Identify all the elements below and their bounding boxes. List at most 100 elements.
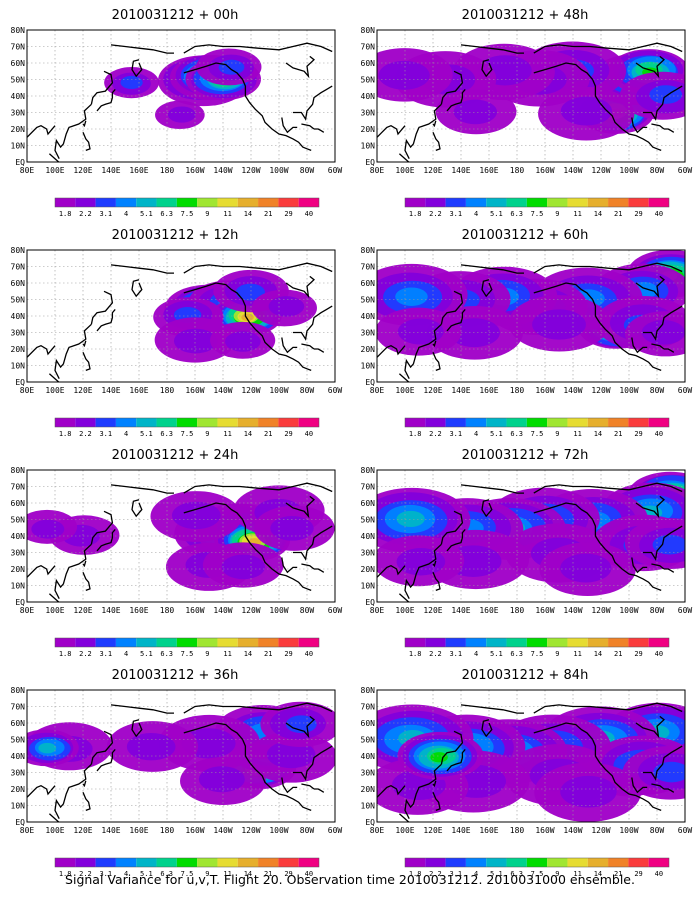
lat-tick-label: 40N bbox=[11, 752, 26, 761]
variance-contour bbox=[38, 742, 57, 754]
lat-tick-label: 20N bbox=[11, 345, 26, 354]
colorbar-swatch bbox=[176, 638, 198, 647]
lat-tick-label: 50N bbox=[361, 736, 376, 745]
colorbar-label: 2.2 bbox=[79, 870, 92, 878]
lon-tick-label: 160W bbox=[535, 166, 554, 175]
lat-tick-label: 10N bbox=[361, 142, 376, 151]
colorbar-label: 29 bbox=[634, 650, 642, 658]
colorbar-swatch bbox=[95, 418, 116, 427]
colorbar-swatch bbox=[547, 198, 568, 207]
coastline bbox=[96, 748, 116, 772]
coastline bbox=[631, 117, 648, 134]
coastline bbox=[183, 62, 312, 152]
lon-tick-label: 180 bbox=[510, 606, 525, 615]
variance-field bbox=[377, 41, 685, 141]
colorbar-label: 5.1 bbox=[140, 650, 153, 658]
coastline bbox=[96, 88, 116, 112]
lat-tick-label: 10N bbox=[361, 362, 376, 371]
colorbar-label: 5.1 bbox=[140, 430, 153, 438]
lon-tick-label: 160E bbox=[479, 826, 498, 835]
coastline bbox=[285, 495, 315, 519]
coastline bbox=[432, 352, 441, 372]
colorbar-label: 5.1 bbox=[490, 870, 503, 878]
lon-tick-label: 180 bbox=[160, 826, 175, 835]
lat-tick-label: 60N bbox=[11, 719, 26, 728]
colorbar-label: 29 bbox=[634, 210, 642, 218]
coastline bbox=[110, 264, 174, 274]
colorbar-frame bbox=[404, 197, 670, 208]
lat-tick-label: EQ bbox=[15, 378, 25, 387]
coastlines bbox=[377, 262, 683, 382]
lon-tick-label: 100E bbox=[45, 386, 64, 395]
coastline bbox=[110, 484, 174, 494]
lon-tick-label: 160W bbox=[185, 606, 204, 615]
colorbar-swatch bbox=[486, 198, 507, 207]
colorbar-label: 7.5 bbox=[181, 870, 194, 878]
lon-tick-label: 100E bbox=[395, 606, 414, 615]
coastline bbox=[664, 568, 675, 573]
coastline bbox=[440, 290, 464, 325]
coastline bbox=[460, 484, 524, 494]
colorbar-label: 6.3 bbox=[510, 430, 523, 438]
lat-tick-label: 40N bbox=[361, 312, 376, 321]
coastline bbox=[440, 510, 464, 545]
colorbar-label: 1.8 bbox=[409, 210, 422, 218]
coastline bbox=[301, 343, 315, 350]
colorbar-swatch bbox=[587, 198, 609, 207]
coastline bbox=[293, 85, 333, 121]
variance-contour bbox=[641, 320, 685, 345]
colorbar-label: 9 bbox=[555, 870, 559, 878]
variance-contour bbox=[560, 553, 612, 583]
lon-tick-label: 140E bbox=[101, 606, 120, 615]
lon-tick-label: 160W bbox=[535, 606, 554, 615]
colorbar-label: 21 bbox=[264, 430, 272, 438]
lat-tick-label: 70N bbox=[361, 483, 376, 492]
lon-tick-label: 100W bbox=[269, 386, 288, 395]
coastline bbox=[651, 563, 665, 570]
colorbar-swatch bbox=[75, 858, 96, 867]
variance-contour bbox=[453, 99, 498, 125]
colorbar-swatch bbox=[197, 638, 218, 647]
colorbar-label: 11 bbox=[223, 870, 231, 878]
colorbar-frame bbox=[54, 417, 320, 428]
lon-tick-label: 100E bbox=[45, 826, 64, 835]
colorbar-frame bbox=[404, 637, 670, 648]
colorbar-label: 1.8 bbox=[409, 870, 422, 878]
coastline bbox=[651, 343, 665, 350]
lon-tick-label: 100W bbox=[269, 166, 288, 175]
colorbar-label: 11 bbox=[573, 430, 581, 438]
lon-tick-label: 180 bbox=[510, 166, 525, 175]
coastline bbox=[82, 120, 87, 128]
lat-tick-label: EQ bbox=[365, 158, 375, 167]
map-frame bbox=[26, 249, 336, 383]
lon-tick-label: 60W bbox=[328, 386, 343, 395]
colorbar-swatch bbox=[176, 418, 198, 427]
lat-tick-label: 30N bbox=[11, 109, 26, 118]
figure-caption: Signal Variance for u,v,T. Flight 20. Ob… bbox=[65, 872, 635, 887]
lon-tick-label: 80W bbox=[650, 826, 665, 835]
coastline bbox=[54, 323, 92, 379]
panel-title: 2010031212 + 84h bbox=[461, 668, 589, 683]
coastline bbox=[446, 88, 466, 112]
colorbar-swatch bbox=[486, 418, 507, 427]
coastline bbox=[82, 352, 91, 372]
lon-tick-label: 120W bbox=[591, 386, 610, 395]
colorbar-swatch bbox=[567, 858, 588, 867]
colorbar-swatch bbox=[567, 638, 588, 647]
colorbar-swatch bbox=[465, 638, 487, 647]
colorbar-label: 6.3 bbox=[160, 430, 173, 438]
coastline bbox=[301, 123, 315, 130]
colorbar-swatch bbox=[136, 858, 157, 867]
colorbar-swatch bbox=[587, 418, 609, 427]
coastline bbox=[27, 564, 56, 578]
coastline bbox=[82, 340, 87, 348]
lat-tick-label: 50N bbox=[11, 76, 26, 85]
colorbar-label: 4 bbox=[474, 210, 478, 218]
variance-field bbox=[377, 250, 685, 360]
lon-tick-label: 80W bbox=[300, 166, 315, 175]
lat-tick-label: 20N bbox=[361, 125, 376, 134]
colorbar-swatch bbox=[465, 198, 487, 207]
colorbar-label: 1.8 bbox=[59, 650, 72, 658]
lat-tick-label: 10N bbox=[11, 362, 26, 371]
colorbar-label: 14 bbox=[594, 650, 602, 658]
